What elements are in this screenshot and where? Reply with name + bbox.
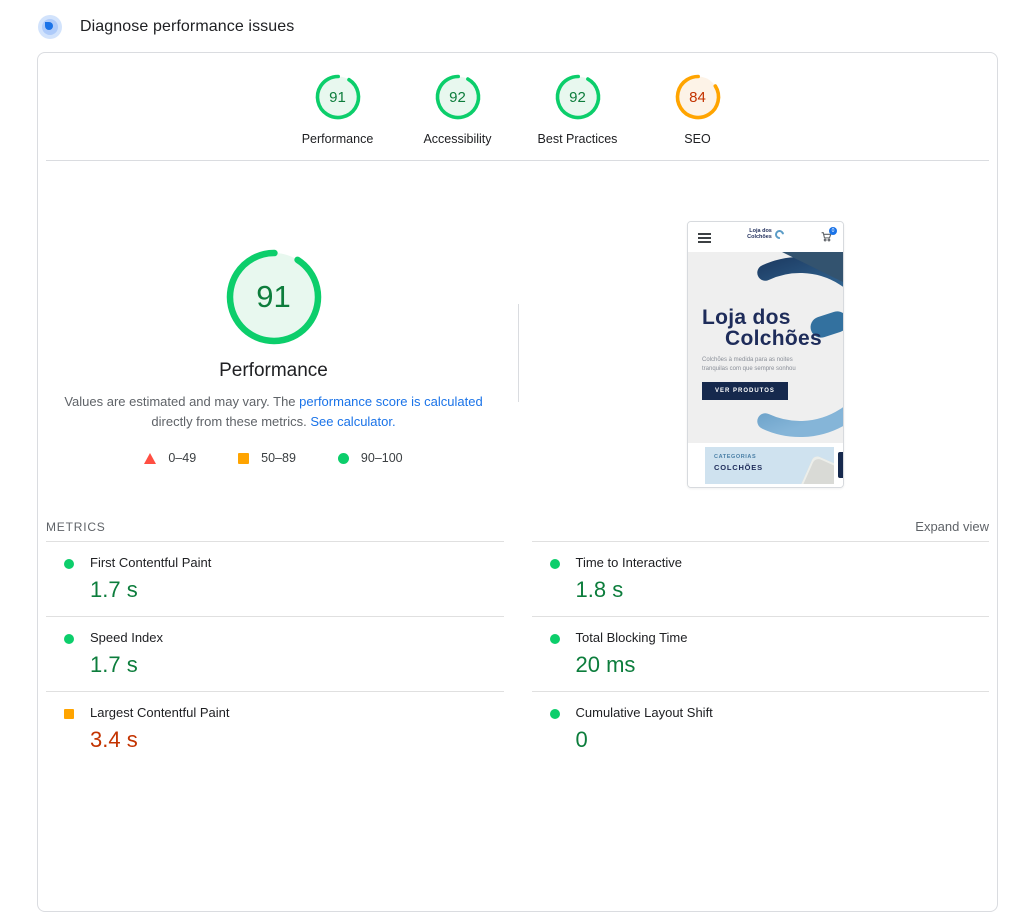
- legend-range-icon: [238, 452, 250, 464]
- metric-row: Speed Index 1.7 s: [46, 616, 504, 691]
- legend-range-icon: [337, 452, 349, 464]
- summary-divider: [46, 160, 989, 161]
- score-disclaimer: Values are estimated and may vary. The p…: [64, 392, 484, 432]
- page-screenshot-thumbnail[interactable]: Loja dos Colchões 0: [687, 221, 844, 488]
- metric-row: Largest Contentful Paint 3.4 s: [46, 691, 504, 766]
- summary-gauge[interactable]: 92 Accessibility: [408, 73, 508, 146]
- summary-gauge-ring: 84: [674, 73, 722, 121]
- summary-gauge[interactable]: 92 Best Practices: [528, 73, 628, 146]
- page-title: Diagnose performance issues: [80, 17, 295, 35]
- summary-gauge-ring: 92: [434, 73, 482, 121]
- metric-label: First Contentful Paint: [90, 555, 212, 570]
- metric-label: Speed Index: [90, 630, 164, 645]
- metric-label: Largest Contentful Paint: [90, 705, 230, 720]
- disclaimer-text: Values are estimated and may vary. The: [64, 394, 300, 409]
- hero-title: Loja dos Colchões: [702, 306, 822, 350]
- metric-status-icon: [64, 709, 74, 719]
- metric-row: Total Blocking Time 20 ms: [531, 616, 989, 691]
- thumb-hero: Loja dos Colchões Colchões à medida para…: [688, 252, 843, 443]
- summary-gauge-score: 84: [689, 88, 706, 106]
- hamburger-menu-icon: [698, 233, 711, 245]
- cart-badge: 0: [829, 227, 837, 235]
- thumb-footer: CATEGORIAS COLCHÕES: [688, 443, 843, 487]
- metric-value: 1.8 s: [575, 577, 624, 602]
- cart-icon: 0: [820, 227, 837, 244]
- vertical-divider: [518, 304, 519, 402]
- metrics-header: METRICS Expand view: [38, 511, 997, 541]
- metric-label: Time to Interactive: [575, 555, 682, 570]
- metric-status-icon: [64, 634, 74, 644]
- summary-gauge-score: 91: [329, 88, 346, 106]
- metric-status-icon: [549, 559, 560, 569]
- metric-value: 1.7 s: [90, 577, 138, 602]
- next-card-edge: [838, 452, 843, 478]
- summary-gauge-score: 92: [569, 88, 586, 106]
- summary-gauge[interactable]: 91 Performance: [288, 73, 388, 146]
- site-logo-text: Loja dos Colchões: [747, 228, 772, 240]
- metric-status-icon: [549, 634, 560, 644]
- summary-gauge-score: 92: [449, 88, 466, 106]
- see-calculator-link[interactable]: See calculator.: [310, 414, 396, 429]
- performance-overview: 91 Performance Values are estimated and …: [38, 161, 997, 511]
- summary-gauge-ring: 92: [554, 73, 602, 121]
- legend-item: 50–89: [238, 451, 296, 465]
- summary-gauge-ring: 91: [314, 73, 362, 121]
- metric-value: 3.4 s: [90, 727, 138, 752]
- metric-status-icon: [64, 559, 74, 569]
- metric-status-icon: [549, 709, 560, 719]
- disclaimer-text-middle: directly from these metrics.: [151, 414, 311, 429]
- site-logo-c-icon: [773, 227, 786, 241]
- metric-row: Cumulative Layout Shift 0: [531, 691, 989, 766]
- metric-value: 0: [575, 727, 588, 752]
- ver-produtos-button: VER PRODUTOS: [702, 382, 788, 400]
- thumb-site-header: Loja dos Colchões 0: [688, 222, 843, 252]
- gauge-arc-svg: [226, 249, 321, 345]
- performance-score-value: 91: [256, 279, 291, 314]
- legend-range-text: 50–89: [261, 451, 296, 465]
- legend-range-text: 0–49: [168, 451, 197, 465]
- metric-value: 20 ms: [575, 652, 636, 677]
- summary-gauge-label: Performance: [301, 132, 374, 146]
- summary-gauges: 91 Performance 92 Accessibility 92 Best …: [38, 53, 997, 160]
- report-card: 91 Performance 92 Accessibility 92 Best …: [37, 52, 998, 912]
- psi-icon-needle: [45, 21, 53, 30]
- category-label: CATEGORIAS: [714, 454, 757, 460]
- summary-gauge-label: Best Practices: [537, 132, 618, 146]
- expand-view-button[interactable]: Expand view: [915, 519, 989, 534]
- legend-item: 90–100: [337, 451, 403, 465]
- metrics-grid: First Contentful Paint 1.7 s Time to Int…: [38, 541, 997, 766]
- legend-range-text: 90–100: [360, 451, 403, 465]
- metric-row: Time to Interactive 1.8 s: [531, 541, 989, 616]
- score-calculation-link[interactable]: performance score is calculated: [299, 394, 483, 409]
- metric-label: Total Blocking Time: [575, 630, 688, 645]
- score-legend: 0–49 50–89 90–100: [46, 451, 501, 465]
- hero-subtitle: Colchões à medida para as noites tranqui…: [702, 357, 796, 372]
- metric-row: First Contentful Paint 1.7 s: [46, 541, 504, 616]
- app-header: Diagnose performance issues: [0, 0, 1030, 44]
- site-logo: Loja dos Colchões: [688, 227, 843, 241]
- metric-value: 1.7 s: [90, 652, 138, 677]
- category-name: COLCHÕES: [714, 463, 763, 472]
- legend-range-icon: [144, 452, 157, 464]
- performance-score-gauge: 91: [226, 249, 322, 345]
- metric-label: Cumulative Layout Shift: [575, 705, 713, 720]
- pagespeed-insights-icon: [38, 14, 62, 39]
- legend-item: 0–49: [144, 451, 196, 465]
- metrics-heading: METRICS: [46, 519, 106, 534]
- summary-gauge[interactable]: 84 SEO: [648, 73, 748, 146]
- summary-gauge-label: SEO: [684, 132, 711, 146]
- category-card: CATEGORIAS COLCHÕES: [705, 447, 834, 484]
- summary-gauge-label: Accessibility: [423, 132, 492, 146]
- performance-score-block: 91 Performance Values are estimated and …: [46, 161, 501, 465]
- performance-section-title: Performance: [219, 360, 328, 381]
